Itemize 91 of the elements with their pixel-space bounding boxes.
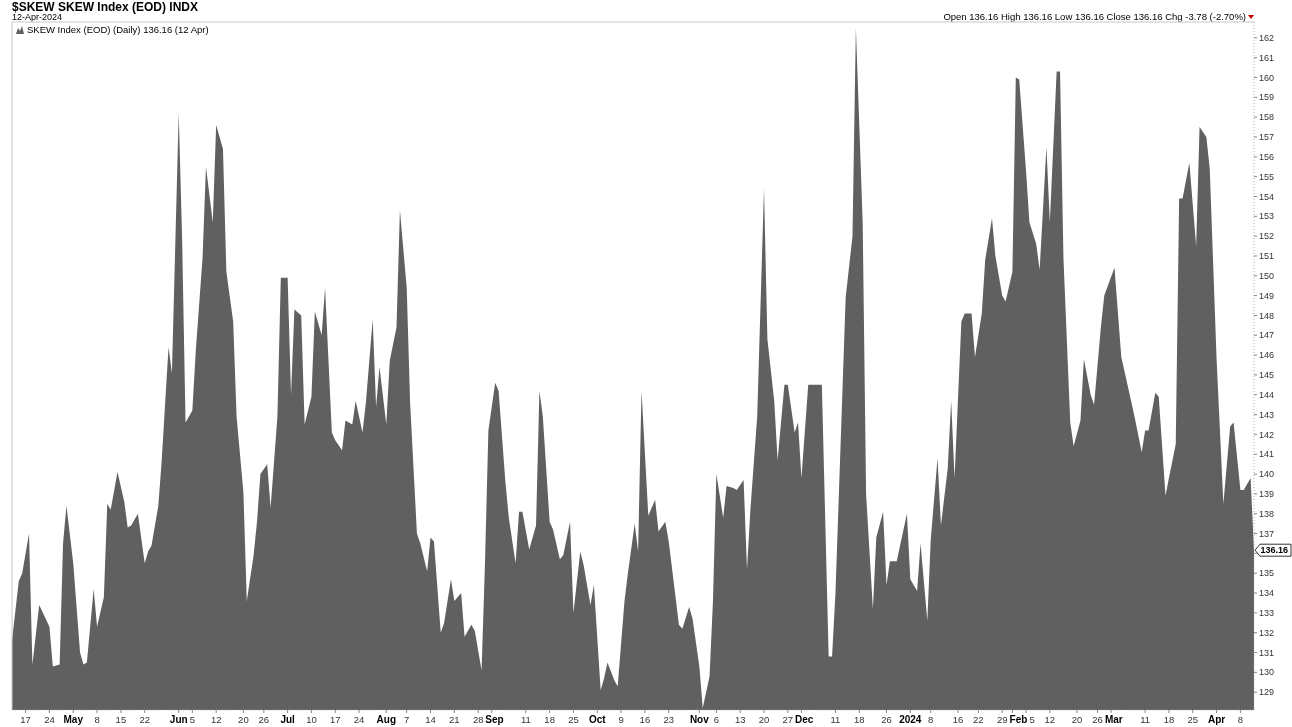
x-tick-label: 26 [1092, 714, 1103, 725]
y-tick-label: 153 [1259, 211, 1275, 222]
y-tick-label: 144 [1259, 389, 1275, 400]
y-tick-label: 152 [1259, 231, 1275, 242]
y-tick-label: 131 [1259, 647, 1275, 658]
x-tick-label: 25 [568, 714, 579, 725]
x-tick-label: 8 [928, 714, 934, 725]
y-tick-label: 143 [1259, 409, 1275, 420]
x-tick-label: 11 [520, 714, 531, 725]
y-tick-label: 134 [1259, 588, 1275, 599]
x-tick-label: 14 [425, 714, 436, 725]
x-tick-label: 16 [639, 714, 651, 725]
x-tick-label: 23 [663, 714, 675, 725]
y-tick-label: 146 [1259, 350, 1275, 361]
x-tick-label: 29 [996, 714, 1008, 725]
x-tick-label: 16 [952, 714, 964, 725]
x-tick-label: Aug [376, 714, 397, 725]
y-tick-label: 129 [1259, 687, 1275, 698]
x-tick-label: 11 [830, 714, 841, 725]
y-tick-label: 142 [1259, 429, 1275, 440]
x-tick-label: 15 [115, 714, 127, 725]
x-tick-label: 18 [544, 714, 555, 725]
x-tick-label: 6 [713, 714, 720, 725]
x-tick-label: Sep [485, 714, 504, 725]
y-tick-label: 132 [1259, 627, 1275, 638]
x-tick-label: 5 [1029, 714, 1035, 725]
x-tick-label: 7 [404, 714, 410, 725]
y-tick-label: 145 [1259, 370, 1275, 381]
y-tick-label: 150 [1259, 270, 1275, 281]
x-tick-label: 8 [1237, 714, 1244, 725]
y-tick-label: 158 [1259, 112, 1275, 123]
y-tick-label: 160 [1259, 72, 1275, 83]
y-tick-label: 140 [1259, 469, 1275, 480]
x-tick-label: 24 [44, 714, 55, 725]
y-tick-label: 137 [1259, 528, 1275, 539]
x-tick-label: 26 [258, 714, 270, 725]
x-tick-label: Jul [280, 714, 296, 725]
x-tick-label: 5 [189, 714, 195, 725]
x-tick-label: Feb [1009, 714, 1028, 725]
y-tick-label: 154 [1259, 191, 1275, 202]
x-tick-label: 12 [210, 714, 222, 725]
x-tick-label: 20 [238, 714, 249, 725]
x-tick-label: 27 [782, 714, 794, 725]
x-tick-label: 9 [618, 714, 624, 725]
x-tick-label: 22 [139, 714, 150, 725]
text: Open 136.16 High 136.16 Low 136.16 Close 136.16 Chg -3.78 (-2.70%) [943, 11, 1246, 22]
y-tick-label: 130 [1259, 667, 1275, 678]
x-tick-label: 28 [472, 714, 484, 725]
x-tick-label: Dec [794, 714, 814, 725]
x-tick-label: 11 [1140, 714, 1151, 725]
legend-label: SKEW Index (EOD) (Daily) 136.16 (12 Apr) [27, 24, 209, 35]
y-tick-label: 149 [1259, 290, 1275, 301]
x-tick-label: Oct [588, 714, 607, 725]
x-tick-label: 13 [734, 714, 746, 725]
x-tick-label: Apr [1207, 714, 1226, 725]
chart-subtitle: 12-Apr-2024 [12, 12, 63, 22]
x-tick-label: 8 [94, 714, 100, 725]
x-tick-label: 18 [1163, 714, 1175, 725]
x-tick-label: Jun [169, 714, 188, 725]
x-tick-label: 17 [20, 714, 31, 725]
x-tick-label: Mar [1104, 714, 1123, 725]
x-tick-label: 2024 [899, 714, 922, 725]
y-tick-label: 147 [1259, 330, 1275, 341]
y-tick-label: 159 [1259, 92, 1275, 103]
x-tick-label: 24 [353, 714, 365, 725]
x-tick-label: 17 [329, 714, 341, 725]
y-tick-label: 133 [1259, 608, 1275, 618]
y-tick-label: 141 [1259, 449, 1275, 460]
x-tick-label: 12 [1044, 714, 1056, 725]
y-tick-label: 135 [1259, 568, 1275, 579]
y-tick-label: 162 [1259, 33, 1275, 44]
y-tick-label: 139 [1259, 489, 1275, 500]
y-tick-label: 157 [1259, 132, 1275, 143]
x-tick-label: May [63, 714, 84, 725]
y-tick-label: 151 [1259, 251, 1275, 262]
y-tick-label: 161 [1259, 52, 1275, 63]
x-tick-label: 25 [1187, 714, 1199, 725]
x-tick-label: 21 [449, 714, 460, 725]
x-tick-label: 20 [1071, 714, 1083, 725]
x-tick-label: 22 [973, 714, 984, 725]
y-tick-label: 148 [1259, 310, 1275, 321]
x-tick-label: 26 [881, 714, 892, 725]
y-tick-label: 155 [1259, 171, 1275, 182]
y-tick-label: 156 [1259, 151, 1275, 162]
annotation: 136.16 [1260, 545, 1289, 556]
y-tick-label: 138 [1259, 508, 1275, 519]
x-tick-label: 20 [758, 714, 770, 725]
x-tick-label: 10 [306, 714, 317, 725]
chart-title: $SKEW SKEW Index (EOD) INDX [12, 0, 199, 14]
x-tick-label: Nov [689, 714, 710, 725]
x-tick-label: 18 [853, 714, 865, 725]
